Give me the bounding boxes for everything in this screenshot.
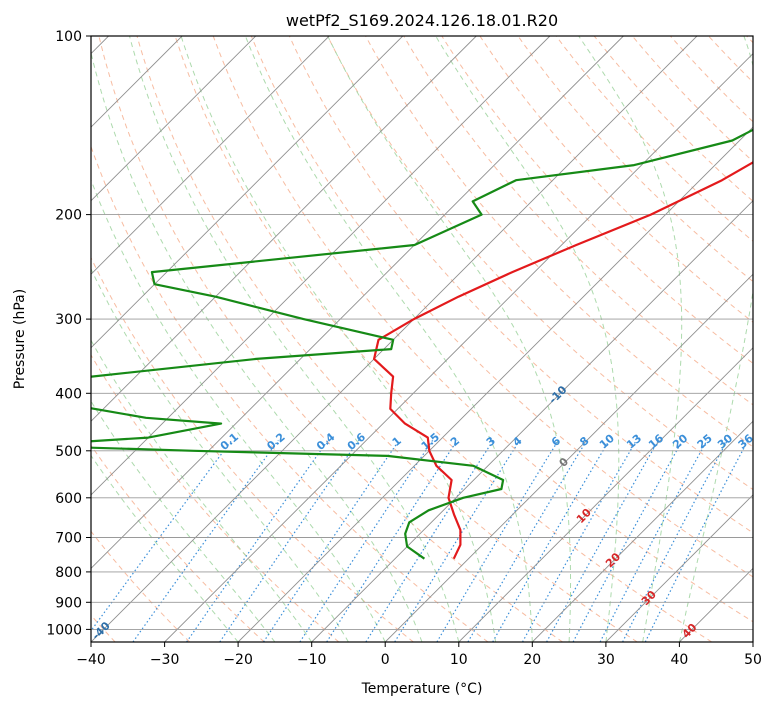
- dry-adiabat: [631, 36, 753, 163]
- isotherm: [164, 52, 753, 642]
- moist-adiabat: [578, 36, 683, 642]
- chart-title: wetPf2_S169.2024.126.18.01.R20: [286, 11, 558, 31]
- dry-adiabat: [250, 36, 753, 578]
- mixing-ratio-line: [186, 439, 329, 642]
- mixing-ratio-line: [521, 439, 637, 642]
- isotherm: [91, 36, 257, 202]
- isotherm: [311, 200, 753, 642]
- moist-adiabat: [91, 339, 313, 642]
- dry-adiabat: [136, 36, 638, 642]
- mixing-ratio-line: [132, 439, 279, 642]
- isotherm: [605, 494, 753, 642]
- moist-adiabats: [91, 36, 753, 642]
- y-axis-label: Pressure (hPa): [12, 289, 28, 389]
- isotherm: [384, 273, 753, 642]
- x-tick-label: 30: [597, 652, 615, 668]
- mixing-ratio-line: [91, 439, 233, 632]
- x-tick-label: 10: [450, 652, 468, 668]
- dry-adiabat: [517, 36, 753, 283]
- y-tick-label: 600: [55, 491, 82, 507]
- isotherms: [91, 36, 753, 642]
- y-tick-label: 200: [55, 208, 82, 224]
- moist-adiabat: [435, 36, 620, 642]
- y-tick-label: 800: [55, 565, 82, 581]
- plot-area: -100-90-80-70-60-50-40-30-20-10010203040…: [16, 26, 775, 642]
- isotherm: [91, 36, 330, 275]
- y-tick-label: 400: [55, 386, 82, 402]
- plot-frame: [90, 35, 754, 643]
- isotherm: [91, 36, 404, 349]
- moist-adiabat: [244, 36, 533, 642]
- y-tick-label: 500: [55, 444, 82, 460]
- dry-adiabat: [593, 36, 753, 202]
- dry-adiabats: [91, 36, 753, 642]
- mixing-ratio-line: [263, 439, 400, 642]
- dry-adiabat: [555, 36, 753, 242]
- isotherm: [752, 641, 753, 642]
- x-tick-label: −30: [150, 652, 180, 668]
- x-axis: −40 −30 −20 −10 0 10 20 30 40 50: [76, 642, 762, 668]
- mixing-ratio-line: [326, 439, 458, 642]
- isotherm-label: -50: [16, 619, 39, 642]
- dry-adiabat: [327, 36, 753, 491]
- y-tick-label: 1000: [46, 622, 82, 638]
- moist-adiabat: [327, 36, 572, 642]
- moist-adiabat: [180, 36, 497, 642]
- dry-adiabat: [98, 36, 563, 642]
- dry-adiabat: [288, 36, 753, 534]
- temperature-profile: [373, 161, 753, 560]
- x-tick-label: 0: [381, 652, 390, 668]
- y-tick-label: 300: [55, 312, 82, 328]
- isotherm: [531, 420, 753, 642]
- x-tick-label: −40: [76, 652, 106, 668]
- mixing-ratio-line: [219, 439, 360, 642]
- x-tick-label: 20: [523, 652, 541, 668]
- mixing-ratio-line: [467, 439, 588, 642]
- isotherm: [91, 36, 624, 570]
- dry-adiabat: [91, 354, 340, 642]
- x-tick-label: −10: [297, 652, 327, 668]
- isobars: [91, 36, 753, 630]
- moist-adiabat: [91, 178, 386, 642]
- isotherm: [91, 36, 551, 496]
- moist-adiabat: [678, 36, 753, 642]
- y-axis: 100 200 300 400 500 600 700 800 900 1000: [46, 29, 91, 638]
- y-tick-label: 700: [55, 531, 82, 547]
- isotherm: [458, 347, 753, 642]
- mixing-ratio-line: [436, 439, 559, 642]
- mixing-ratio-line: [299, 439, 434, 642]
- sounding-profiles: [91, 128, 753, 560]
- mixing-ratio-lines: [91, 439, 749, 642]
- y-tick-label: 100: [55, 29, 82, 45]
- moist-adiabat: [91, 400, 276, 642]
- x-axis-label: Temperature (°C): [361, 681, 483, 697]
- y-tick-label: 900: [55, 595, 82, 611]
- dry-adiabat: [441, 36, 753, 364]
- mixing-ratio-line: [622, 440, 728, 642]
- moist-adiabat: [129, 36, 460, 642]
- isotherm: [91, 36, 477, 422]
- isotherm: [237, 126, 753, 642]
- mixing-ratio-line: [492, 439, 610, 642]
- dry-adiabat: [403, 36, 753, 406]
- x-tick-label: 40: [670, 652, 688, 668]
- dewpoint-profile: [91, 128, 753, 560]
- isotherm-label: -30: [757, 26, 775, 49]
- dry-adiabat: [212, 36, 753, 623]
- x-tick-label: −20: [223, 652, 253, 668]
- isotherm: [91, 36, 698, 642]
- mixing-ratio-line: [644, 440, 749, 642]
- x-tick-label: 50: [744, 652, 762, 668]
- dry-adiabat: [479, 36, 753, 323]
- dry-adiabat: [91, 530, 191, 642]
